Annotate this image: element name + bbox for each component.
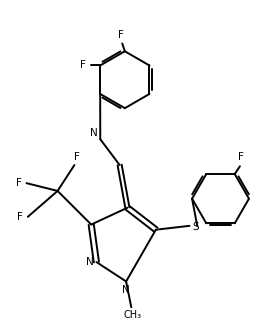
Text: N: N xyxy=(122,285,130,295)
Text: S: S xyxy=(193,222,199,232)
Text: F: F xyxy=(238,152,244,162)
Text: F: F xyxy=(16,178,22,188)
Text: F: F xyxy=(74,153,80,162)
Text: F: F xyxy=(118,30,124,40)
Text: F: F xyxy=(80,60,86,70)
Text: N: N xyxy=(86,257,93,267)
Text: N: N xyxy=(90,128,98,138)
Text: CH₃: CH₃ xyxy=(124,310,142,320)
Text: F: F xyxy=(17,212,23,222)
